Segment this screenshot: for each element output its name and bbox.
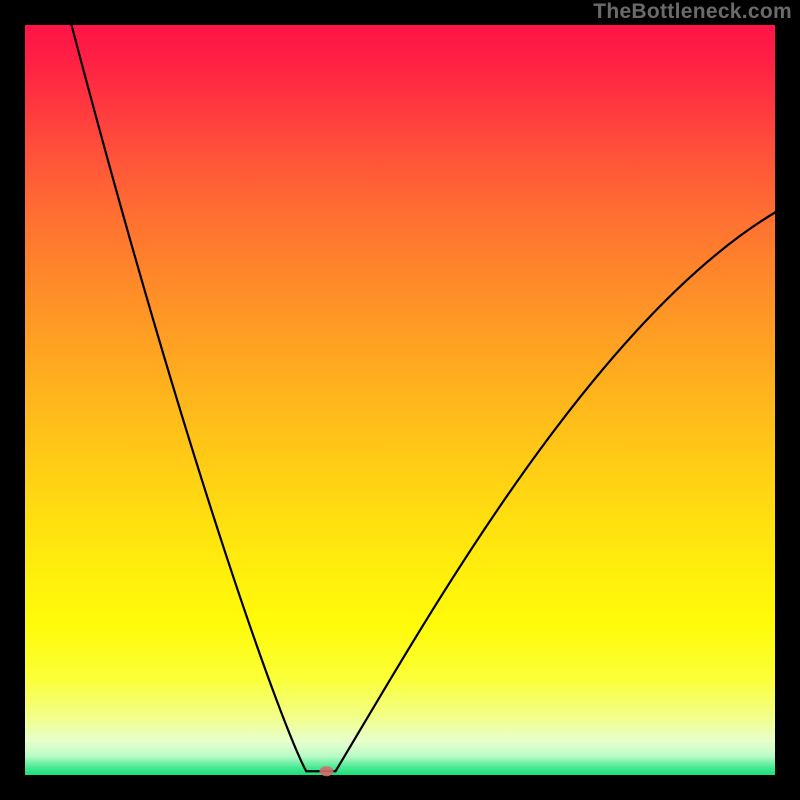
- watermark-text: TheBottleneck.com: [593, 0, 792, 24]
- chart-container: TheBottleneck.com: [0, 0, 800, 800]
- optimal-point-marker: [320, 766, 334, 776]
- bottleneck-chart: [0, 0, 800, 800]
